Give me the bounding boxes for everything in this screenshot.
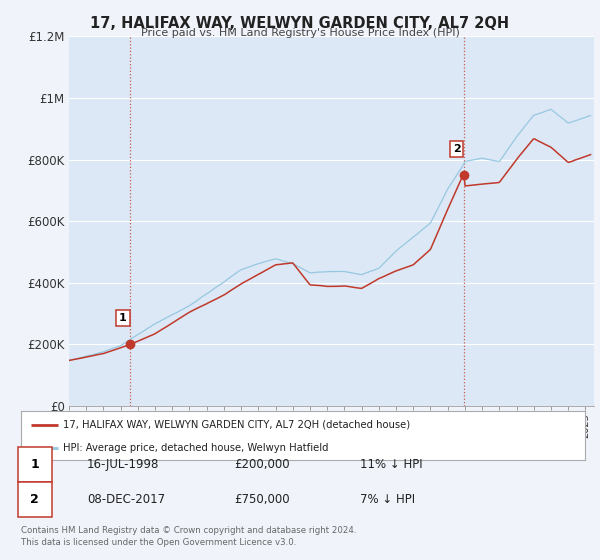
Text: 11% ↓ HPI: 11% ↓ HPI [360,458,422,472]
Text: HPI: Average price, detached house, Welwyn Hatfield: HPI: Average price, detached house, Welw… [64,442,329,452]
Text: Contains HM Land Registry data © Crown copyright and database right 2024.: Contains HM Land Registry data © Crown c… [21,526,356,535]
Text: 17, HALIFAX WAY, WELWYN GARDEN CITY, AL7 2QH (detached house): 17, HALIFAX WAY, WELWYN GARDEN CITY, AL7… [64,420,410,430]
Text: 17, HALIFAX WAY, WELWYN GARDEN CITY, AL7 2QH: 17, HALIFAX WAY, WELWYN GARDEN CITY, AL7… [91,16,509,31]
Text: 2: 2 [31,493,39,506]
Text: 08-DEC-2017: 08-DEC-2017 [87,493,165,506]
Text: 1: 1 [119,313,127,323]
Text: 7% ↓ HPI: 7% ↓ HPI [360,493,415,506]
Text: Price paid vs. HM Land Registry's House Price Index (HPI): Price paid vs. HM Land Registry's House … [140,28,460,38]
Text: £200,000: £200,000 [234,458,290,472]
Text: This data is licensed under the Open Government Licence v3.0.: This data is licensed under the Open Gov… [21,538,296,547]
Text: 16-JUL-1998: 16-JUL-1998 [87,458,160,472]
Text: 1: 1 [31,458,39,472]
Text: 2: 2 [453,144,461,154]
Text: £750,000: £750,000 [234,493,290,506]
